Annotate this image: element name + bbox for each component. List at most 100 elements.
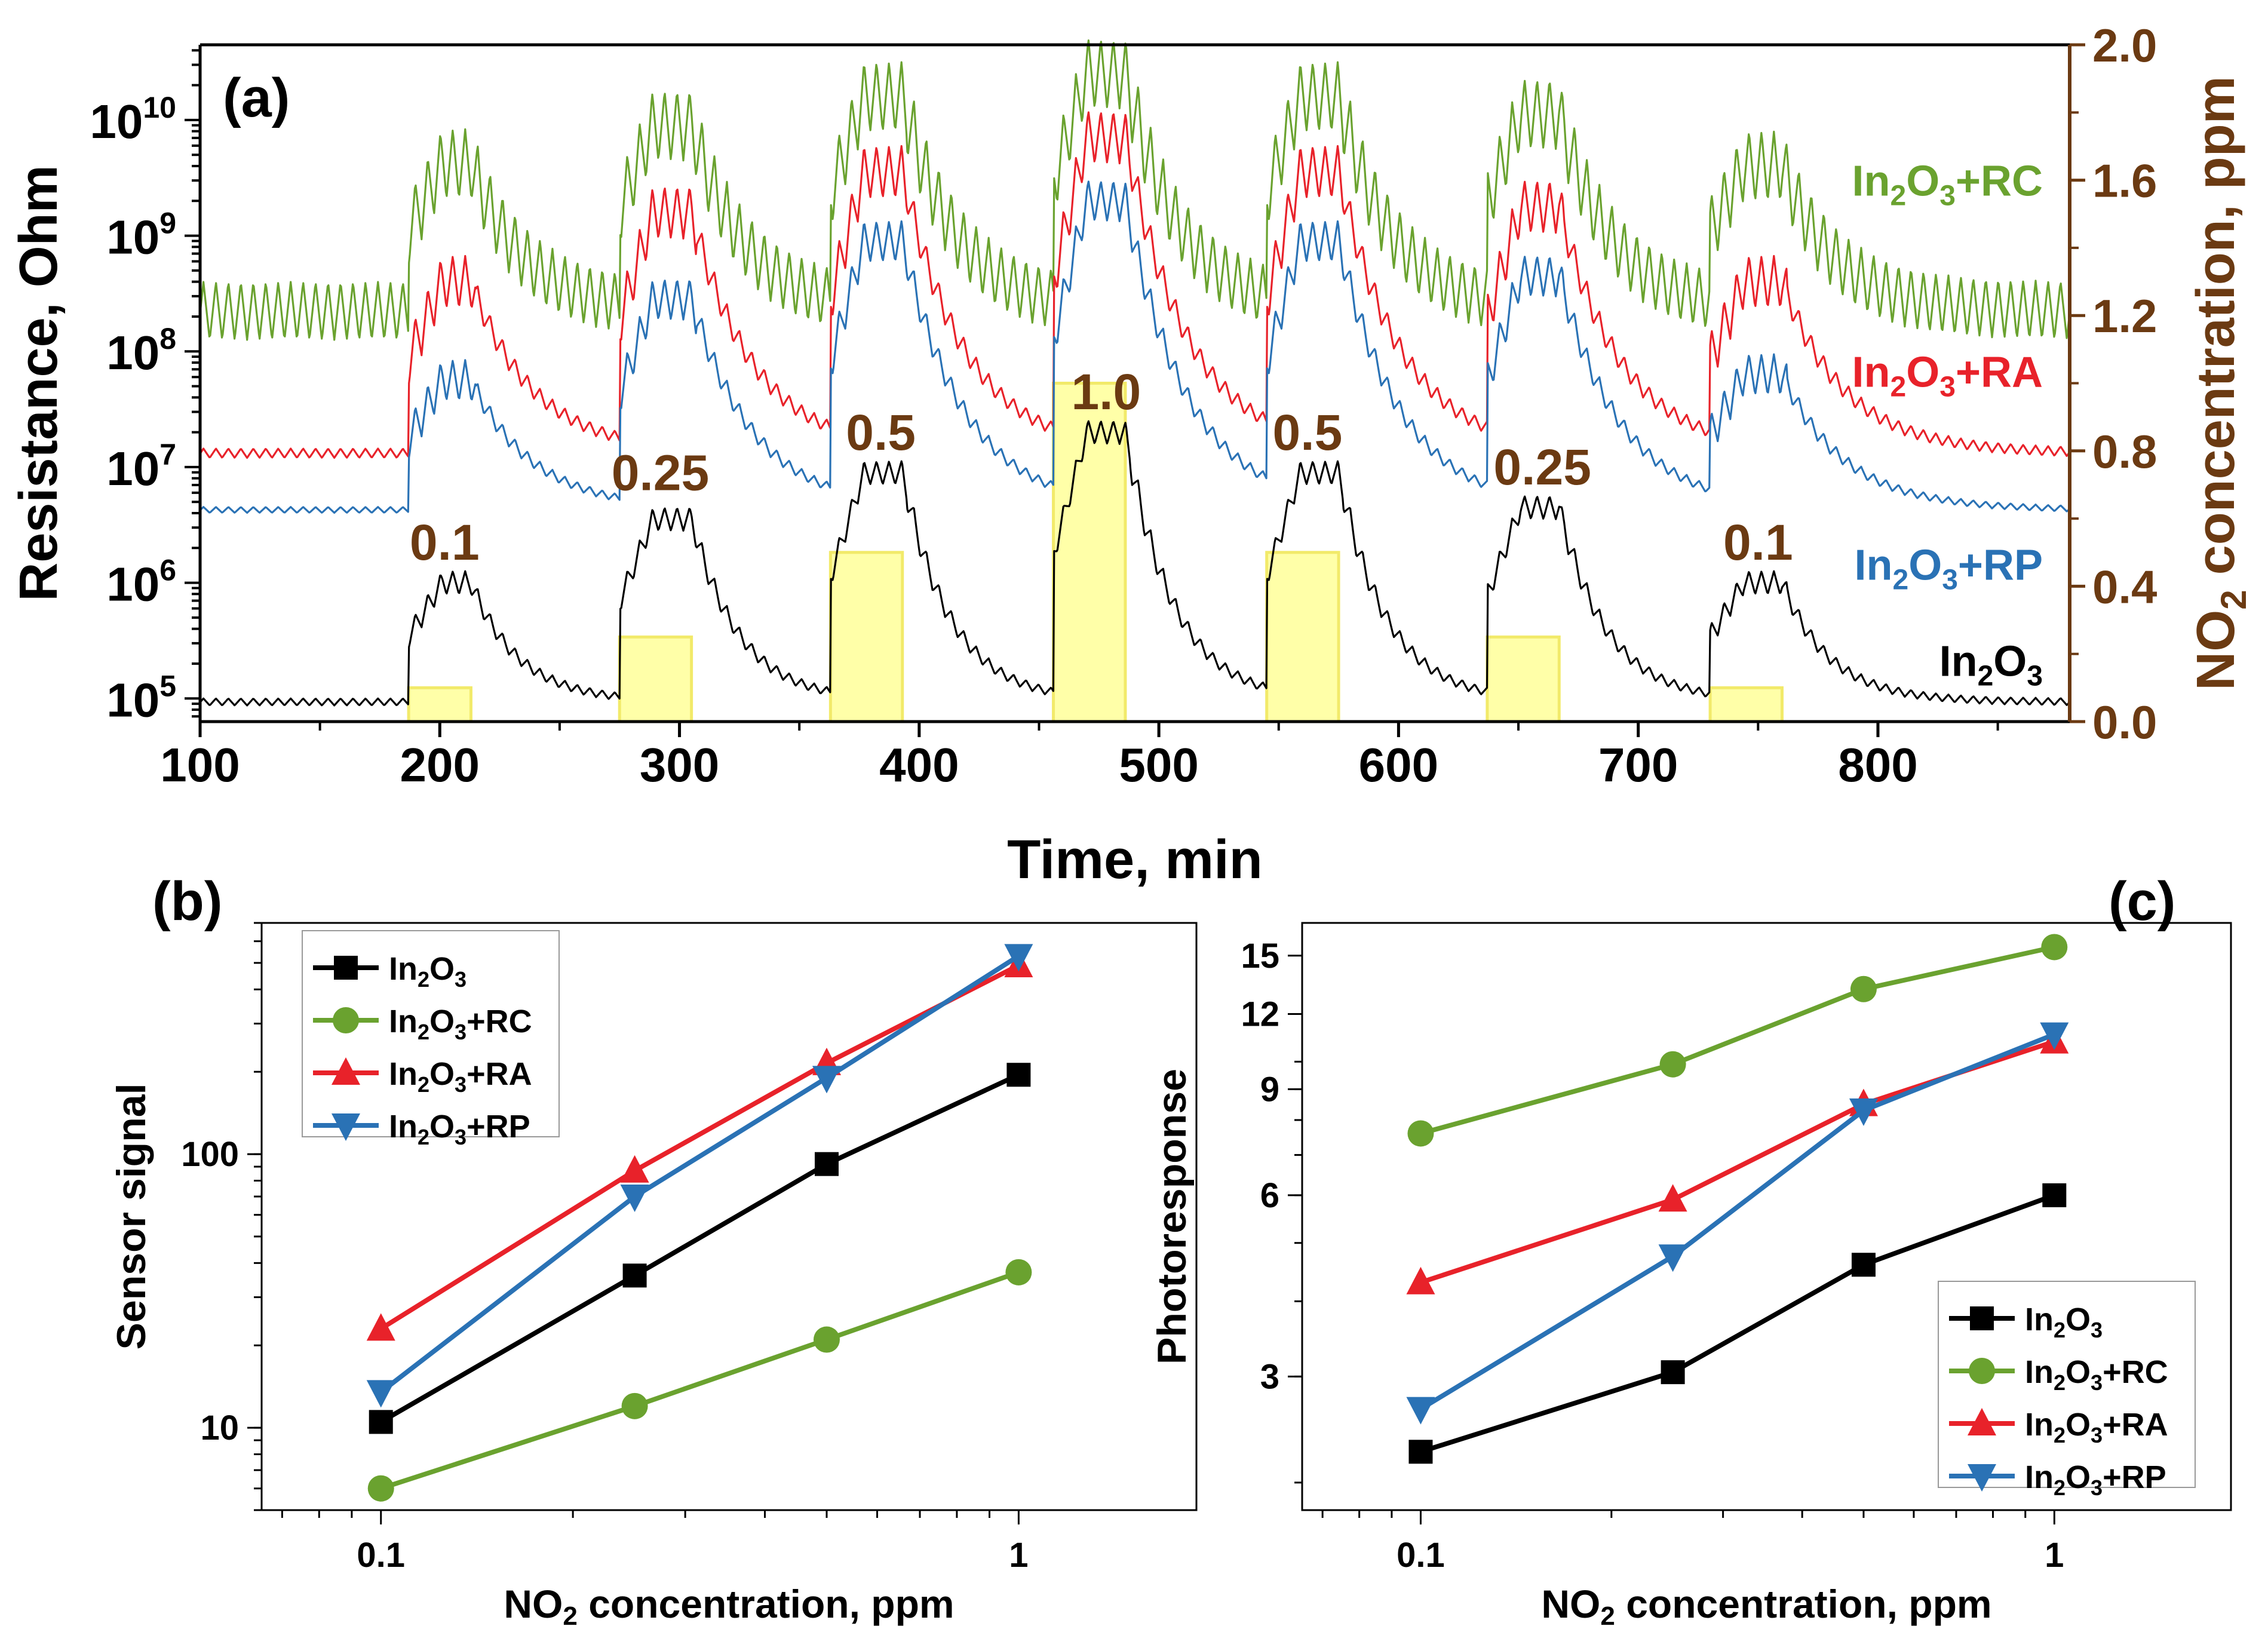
y-tick-label: 12 [1241, 995, 1279, 1033]
y-tick-exponent: 9 [159, 207, 176, 240]
no2-pulse-3 [1052, 382, 1127, 723]
formula-in: In [389, 1004, 418, 1039]
y-tick-label: 100 [181, 1135, 239, 1174]
formula-in: In [1852, 348, 1890, 396]
data-point-in2o3-ra [1406, 1266, 1435, 1294]
y-tick-exponent: 10 [143, 91, 176, 124]
formula-sub: 2 [2054, 1318, 2066, 1342]
formula-sub: 3 [2091, 1423, 2103, 1447]
label-part: concentration, ppm [1615, 1582, 1992, 1626]
legend-label: In2O3+RA [2025, 1407, 2168, 1447]
formula-sub: 3 [2027, 660, 2043, 692]
y-tick-exponent: 5 [159, 669, 176, 702]
data-point-in2o3-rc [1407, 1120, 1434, 1147]
resistance-trace-in2o3-ra [199, 111, 2070, 459]
label-sub: 2 [2214, 590, 2254, 609]
series-label-in2o3-rp: In2O3+RP [1855, 542, 2043, 596]
data-point-in2o3-rc [621, 1392, 648, 1419]
data-point-in2o3-rp [1849, 1098, 1878, 1126]
formula-in: In [2025, 1302, 2054, 1337]
label-part: concentration, ppm [2186, 76, 2246, 590]
formula-in: In [2025, 1354, 2054, 1390]
data-point-in2o3-rp [812, 1066, 841, 1094]
no2-pulse-5 [1486, 635, 1561, 723]
series-line-in2o3-rc [1420, 944, 2055, 1136]
panel-c-photoresponse-chart: 0.1 13691215In2O3In2O3+RCIn2O3+RAIn2O3+RP… [1149, 871, 2232, 1626]
formula-suffix: +RA [2103, 1407, 2168, 1443]
data-point-in2o3 [1408, 1440, 1433, 1464]
series-line-in2o3 [379, 1072, 1020, 1424]
data-point-in2o3-rp [2040, 1022, 2069, 1050]
series-line-in2o3-rp [379, 953, 1020, 1394]
y-tick-exponent: 7 [159, 438, 176, 471]
x-axis-title: Time, min [1007, 829, 1263, 890]
y-tick-base: 10 [106, 442, 159, 495]
series-line-in2o3-ra [1420, 1039, 2055, 1285]
legend-label: In2O3 [2025, 1302, 2103, 1342]
formula-sub: 3 [455, 1020, 467, 1044]
y-tick-label: 15 [1241, 937, 1279, 975]
formula-o: O [2066, 1407, 2091, 1443]
formula-o: O [429, 1056, 455, 1092]
label-part: NO [504, 1582, 563, 1626]
x-tick-label: 100 [160, 738, 240, 791]
legend-marker [332, 1057, 360, 1085]
formula-o: O [2066, 1302, 2091, 1337]
x-tick-label: 700 [1598, 738, 1678, 791]
y-tick-label: 10 [200, 1409, 239, 1447]
y2-tick-label: 0.0 [2092, 696, 2157, 748]
panel-tag: (c) [2109, 871, 2175, 932]
formula-sub: 3 [455, 1125, 467, 1149]
formula-suffix: +RA [1956, 348, 2043, 396]
formula-in: In [1855, 542, 1893, 590]
formula-sub: 3 [2091, 1318, 2103, 1342]
legend-label: In2O3+RC [389, 1004, 532, 1044]
formula-sub: 2 [2054, 1370, 2066, 1395]
formula-o: O [429, 951, 455, 987]
plot-frame [1301, 922, 2232, 1511]
y-tick-base: 10 [106, 326, 159, 379]
formula-sub: 2 [418, 1020, 429, 1044]
data-point-in2o3-ra [366, 1313, 395, 1341]
label-part: NO [1541, 1582, 1600, 1626]
pulse-label: 1.0 [1071, 364, 1141, 420]
formula-in: In [389, 1056, 418, 1092]
data-point-in2o3 [1006, 1063, 1031, 1087]
formula-sub: 3 [455, 1072, 467, 1097]
no2-pulse-1 [618, 635, 693, 723]
data-point-in2o3-rc [367, 1475, 394, 1502]
x-tick-label: 300 [640, 738, 719, 791]
data-point-in2o3-rc [813, 1326, 840, 1353]
legend-label: In2O3+RP [389, 1109, 530, 1149]
legend-marker [334, 956, 358, 980]
formula-sub: 2 [418, 1125, 429, 1149]
panel-tag: (b) [152, 871, 222, 932]
data-point-in2o3-rp [1406, 1397, 1435, 1425]
y2-tick-label: 2.0 [2092, 19, 2157, 72]
data-point-in2o3 [2042, 1183, 2067, 1207]
x-tick-label: 800 [1838, 738, 1917, 791]
y2-tick-label: 1.2 [2092, 290, 2157, 342]
data-point-in2o3 [1661, 1360, 1685, 1385]
y2-tick-label: 1.6 [2092, 155, 2157, 207]
pulse-label: 0.25 [612, 445, 710, 501]
y2-tick-label: 0.8 [2092, 425, 2157, 478]
data-point-in2o3 [814, 1152, 839, 1176]
formula-o: O [429, 1109, 455, 1145]
y-tick-label: 1010 [90, 91, 176, 148]
data-point-in2o3 [1851, 1253, 1876, 1277]
label-part: NO [2186, 610, 2246, 691]
formula-o: O [2066, 1354, 2091, 1390]
y-tick-label: 9 [1260, 1070, 1279, 1109]
formula-in: In [2025, 1407, 2054, 1443]
legend-marker [332, 1113, 360, 1141]
x-tick-label: 0.1 [1397, 1536, 1445, 1575]
formula-sub: 3 [1939, 371, 1956, 403]
legend-label: In2O3+RP [2025, 1459, 2166, 1500]
y-tick-label: 108 [106, 322, 176, 379]
formula-o: O [1993, 637, 2027, 685]
formula-sub: 2 [1978, 660, 1994, 692]
formula-suffix: +RA [467, 1056, 532, 1092]
